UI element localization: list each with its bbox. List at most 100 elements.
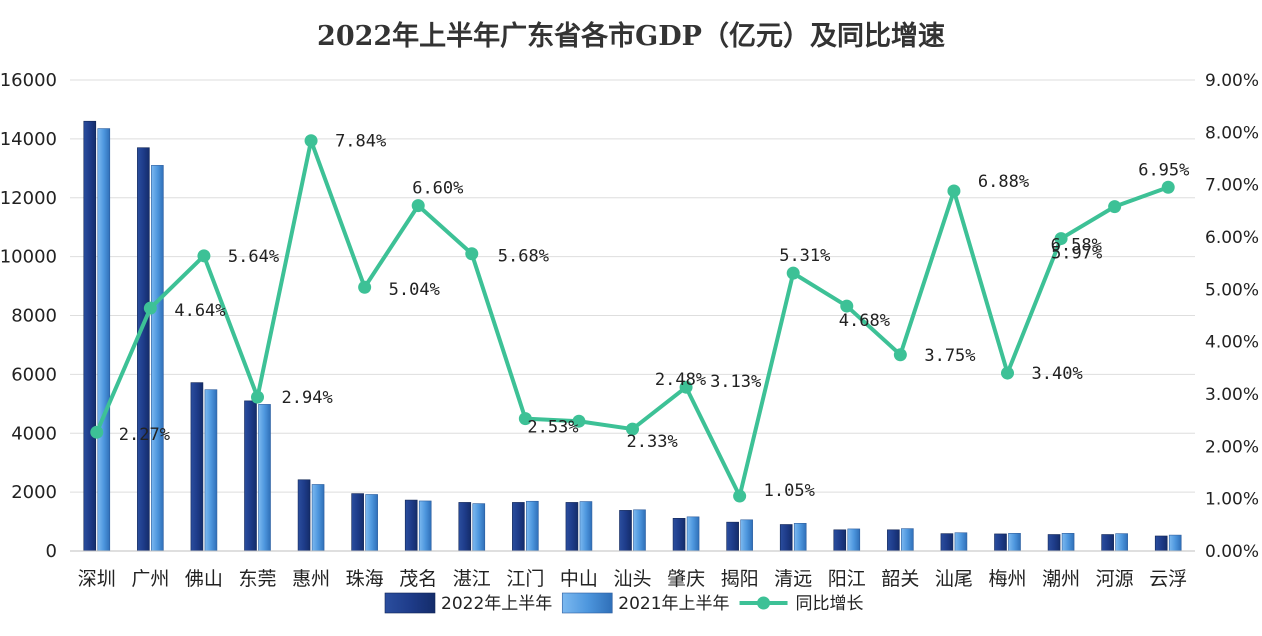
bar-2021: [418, 500, 432, 552]
bar-2021: [472, 503, 486, 552]
y-left-tick-label: 8000: [11, 306, 57, 327]
growth-data-label: 2.27%: [119, 425, 170, 445]
bar-2022: [1047, 534, 1061, 552]
y-right-tick-label: 0.00%: [1205, 542, 1259, 562]
growth-data-label: 7.84%: [335, 132, 386, 152]
bar-2021: [151, 165, 164, 552]
y-right-tick-label: 2.00%: [1205, 437, 1259, 457]
bar-2022: [1154, 535, 1168, 552]
growth-point: [626, 422, 639, 436]
bar-2021: [311, 484, 325, 552]
x-category-label: 汕头: [613, 568, 651, 590]
legend-swatch-bar: [561, 592, 613, 614]
x-category-label: 梅州: [988, 568, 1026, 590]
legend: 2022年上半年 2021年上半年 同比增长: [384, 592, 864, 614]
growth-point: [1001, 366, 1014, 380]
x-category-label: 河源: [1096, 568, 1134, 590]
bar-2021: [97, 128, 111, 552]
bar-2021: [740, 519, 753, 552]
growth-data-label: 6.60%: [412, 179, 463, 199]
growth-data-label: 1.05%: [764, 481, 815, 501]
y-right-tick-label: 3.00%: [1205, 385, 1259, 405]
bar-2022: [458, 502, 472, 552]
bar-2021: [204, 389, 218, 552]
bar-2021: [901, 528, 914, 552]
legend-label: 同比增长: [796, 594, 864, 614]
bar-2022: [512, 502, 525, 552]
growth-point: [143, 301, 157, 315]
growth-data-label: 3.13%: [710, 372, 761, 392]
x-category-label: 阳江: [828, 568, 866, 590]
x-category-label: 茂名: [399, 568, 437, 590]
growth-data-label: 6.58%: [1051, 236, 1102, 256]
x-category-label: 惠州: [292, 568, 330, 590]
growth-point: [572, 414, 586, 428]
growth-data-label: 2.53%: [527, 418, 578, 438]
legend-swatch-bar: [384, 592, 436, 614]
growth-data-label: 5.31%: [779, 246, 830, 266]
bar-2021: [793, 523, 807, 552]
y-right-tick-label: 1.00%: [1205, 490, 1259, 510]
bar-2022: [1101, 534, 1114, 552]
bar-2022: [779, 524, 793, 552]
bar-2021: [1168, 534, 1182, 552]
growth-data-label: 4.64%: [174, 301, 225, 321]
y-left-tick-label: 14000: [0, 129, 57, 150]
y-left-tick-label: 2000: [11, 482, 57, 503]
growth-data-label: 2.48%: [655, 370, 706, 390]
x-category-label: 江门: [506, 568, 544, 590]
bar-2022: [404, 499, 418, 552]
y-left-tick-label: 10000: [0, 247, 57, 268]
axes: 0 2000 4000 6000 8000 10000 12000 14000 16000 0.0…: [0, 70, 1259, 590]
bar-2021: [258, 404, 271, 552]
data-labels: 2.27% 4.64% 5.64% 2.94% 7.84% 5.04% 6.60% 5.68%…: [119, 132, 1190, 501]
growth-point: [679, 380, 693, 394]
x-category-label: 珠海: [346, 568, 384, 590]
growth-point: [304, 134, 318, 148]
bar-2022: [244, 400, 257, 552]
x-category-label: 汕尾: [935, 568, 973, 590]
growth-data-label: 4.68%: [839, 311, 890, 331]
growth-point: [786, 266, 800, 280]
x-category-label: 广州: [131, 568, 169, 590]
bar-2022: [83, 120, 97, 552]
growth-data-label: 2.94%: [282, 388, 333, 408]
y-right-tick-label: 6.00%: [1205, 228, 1259, 248]
x-category-label: 中山: [560, 568, 598, 590]
bar-2021: [633, 509, 646, 552]
growth-point: [1054, 232, 1068, 246]
y-right-tick-label: 4.00%: [1205, 333, 1259, 353]
y-right-tick-label: 8.00%: [1205, 123, 1259, 143]
y-left-tick-label: 4000: [11, 423, 57, 444]
bar-2022: [565, 502, 579, 552]
bar-2022: [137, 147, 150, 552]
x-category-label: 佛山: [185, 568, 223, 590]
x-category-label: 韶关: [881, 568, 919, 590]
bar-2021: [579, 501, 593, 552]
legend-swatch-marker: [757, 596, 771, 610]
x-category-label: 东莞: [238, 568, 276, 590]
y-right-tick-label: 5.00%: [1205, 280, 1259, 300]
bar-2021: [847, 528, 861, 552]
growth-data-label: 5.64%: [228, 247, 279, 267]
x-category-label: 湛江: [453, 568, 491, 590]
bar-2022: [672, 518, 686, 552]
growth-data-label: 5.97%: [1051, 244, 1102, 264]
chart-title: 2022年上半年广东省各市GDP（亿元）及同比增速: [317, 21, 945, 52]
x-category-label: 云浮: [1149, 568, 1187, 590]
bar-2022: [833, 529, 847, 552]
y-left-tick-label: 0: [46, 541, 57, 562]
bar-2022: [351, 493, 364, 552]
growth-point: [840, 299, 854, 313]
growth-point: [1161, 180, 1175, 194]
bar-2022: [726, 521, 739, 552]
growth-data-label: 6.95%: [1138, 160, 1189, 180]
growth-point: [411, 199, 425, 213]
growth-data-label: 3.75%: [924, 346, 975, 366]
growth-point: [733, 489, 747, 503]
bar-2021: [954, 532, 968, 552]
growth-line-series: [90, 134, 1175, 503]
y-right-tick-label: 9.00%: [1205, 71, 1259, 91]
bar-2022: [619, 510, 632, 552]
